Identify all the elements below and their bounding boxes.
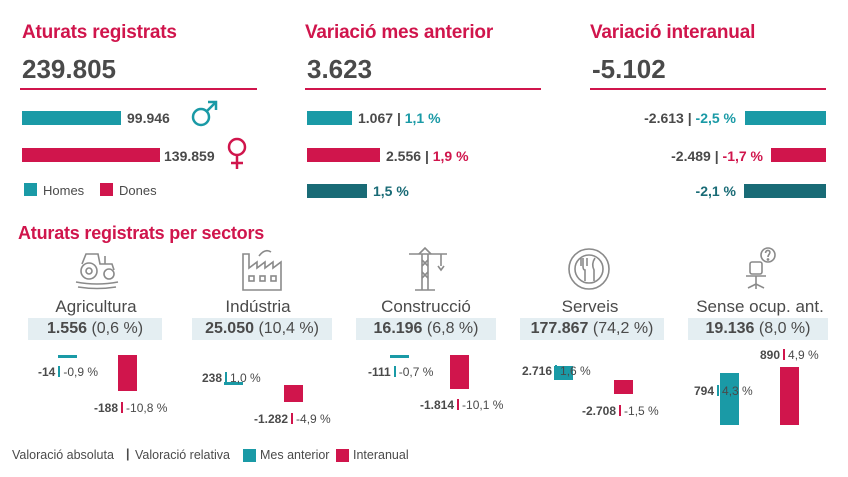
sector-month-label: 794 4,3 % (694, 384, 753, 398)
sector-year-bar (450, 355, 469, 390)
sectors-title: Aturats registrats per sectors (18, 223, 265, 243)
sector-month-label: 2.716 1,6 % (522, 364, 591, 378)
sector-total-box: 177.867 (74,2 %) (520, 318, 664, 340)
question-chair-icon (746, 247, 776, 289)
women-value: 139.859 (164, 148, 215, 164)
legend-men-swatch (24, 183, 37, 196)
sector-year-bar (118, 355, 137, 391)
sector-month-bar (390, 355, 409, 358)
sector-year-bar (614, 380, 633, 395)
sector-month-label: -14 -0,9 % (38, 365, 99, 379)
footer-month-label: Mes anterior (260, 448, 330, 462)
sector-total-box: 19.136 (8,0 %) (688, 318, 828, 340)
legend-month-swatch (243, 449, 256, 462)
monthly-total-label: 1,5 % (373, 183, 409, 199)
legend-women-swatch (100, 183, 113, 196)
footer-separator: | (126, 447, 130, 461)
yearly-title: Variació interanual (590, 22, 756, 43)
plate-cutlery-icon (568, 248, 610, 290)
yearly-women-bar (771, 148, 826, 162)
sector-year-label: -1.814 -10,1 % (420, 398, 504, 412)
sector-month-label: 238 1,0 % (202, 371, 261, 385)
sector-name: Sense ocup. ant. (696, 297, 824, 316)
sector-year-label: -188 -10,8 % (94, 401, 168, 415)
monthly-women-label: 2.556 | 1,9 % (386, 148, 469, 164)
yearly-men-bar (745, 111, 826, 125)
sector-total-box: 25.050 (10,4 %) (192, 318, 332, 340)
sector-year-bar (780, 367, 799, 425)
legend-year-swatch (336, 449, 349, 462)
monthly-women-bar (307, 148, 380, 162)
tractor-icon (75, 253, 119, 290)
sector-total-box: 1.556 (0,6 %) (28, 318, 162, 340)
sector-month-bar (720, 373, 739, 425)
legend-men-label: Homes (43, 183, 85, 198)
factory-icon (242, 249, 282, 291)
yearly-women-label: -2.489 | -1,7 % (671, 148, 763, 164)
female-icon (227, 137, 247, 169)
yearly-men-label: -2.613 | -2,5 % (644, 110, 736, 126)
sector-name: Indústria (225, 297, 291, 316)
yearly-value: -5.102 (592, 54, 666, 84)
footer-year-label: Interanual (353, 448, 409, 462)
women-bar (22, 148, 160, 162)
sector-year-label: -2.708 -1,5 % (582, 404, 659, 418)
monthly-total-bar (307, 184, 367, 198)
footer-abs-label: Valoració absoluta (12, 448, 114, 462)
yearly-total-label: -2,1 % (695, 183, 736, 199)
divider (20, 88, 257, 90)
divider (305, 88, 541, 90)
total-title: Aturats registrats (22, 22, 177, 43)
sector-name: Agricultura (55, 297, 137, 316)
yearly-total-bar (744, 184, 826, 198)
divider (590, 88, 826, 90)
sector-total-box: 16.196 (6,8 %) (356, 318, 496, 340)
sector-name: Serveis (561, 297, 619, 316)
footer-rel-label: Valoració relativa (135, 448, 230, 462)
total-value: 239.805 (22, 54, 116, 84)
men-bar (22, 111, 121, 125)
monthly-men-label: 1.067 | 1,1 % (358, 110, 441, 126)
sector-year-bar (284, 385, 303, 402)
sector-year-label: -1.282 -4,9 % (254, 412, 331, 426)
sector-name: Construcció (381, 297, 471, 316)
monthly-title: Variació mes anterior (305, 22, 494, 43)
legend-women-label: Dones (119, 183, 157, 198)
crane-icon (409, 246, 447, 291)
sector-month-bar (554, 365, 573, 380)
monthly-value: 3.623 (307, 54, 373, 84)
monthly-men-bar (307, 111, 352, 125)
men-value: 99.946 (127, 110, 170, 126)
male-icon (191, 100, 218, 127)
sector-month-bar (58, 355, 77, 358)
sector-month-bar (224, 381, 243, 385)
sector-month-label: -111 -0,7 % (368, 365, 434, 379)
sector-year-label: 890 4,9 % (760, 348, 819, 362)
